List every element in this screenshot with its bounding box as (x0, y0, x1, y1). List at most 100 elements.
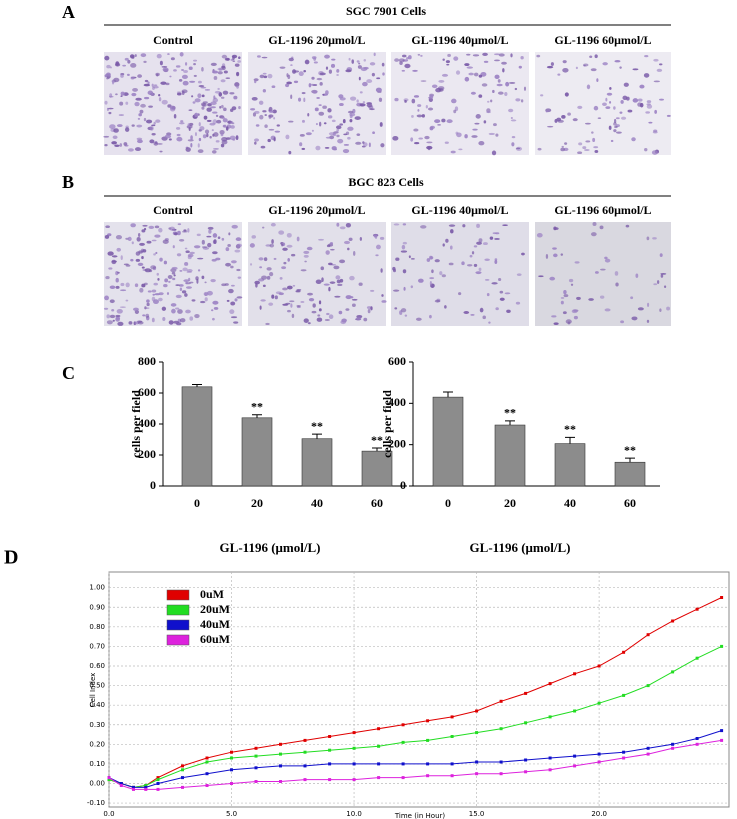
stained-cell (351, 303, 356, 308)
stained-cell (473, 263, 478, 267)
y-axis-label: cells per field (380, 390, 394, 458)
stained-cell (177, 309, 183, 314)
stained-cell (148, 105, 153, 108)
stained-cell (568, 278, 574, 283)
stained-cell (183, 229, 187, 232)
x-tick-label: 0 (194, 496, 200, 510)
stained-cell (631, 137, 636, 142)
stained-cell (545, 254, 549, 259)
stained-cell (468, 72, 474, 76)
stained-cell (267, 138, 271, 143)
stained-cell (218, 68, 223, 71)
stained-cell (186, 271, 193, 273)
stained-cell (263, 75, 268, 79)
stained-cell (157, 277, 160, 281)
stained-cell (143, 117, 147, 122)
x-tick-label: 20 (504, 496, 516, 510)
stained-cell (318, 308, 322, 312)
stained-cell (471, 251, 475, 255)
stained-cell (176, 133, 181, 137)
stained-cell (104, 55, 110, 61)
stained-cell (279, 66, 286, 69)
legend-swatch (166, 634, 190, 646)
panel-label: B (62, 172, 74, 192)
stained-cell (583, 63, 589, 67)
stained-cell (317, 314, 321, 317)
stained-cell (356, 60, 360, 63)
stained-cell (263, 257, 268, 262)
stained-cell (123, 142, 128, 146)
stained-cell (449, 245, 453, 250)
stained-cell (338, 310, 343, 315)
stained-cell (198, 122, 201, 127)
stained-cell (213, 239, 217, 244)
stained-cell (520, 56, 524, 60)
stained-cell (282, 247, 288, 251)
stained-cell (162, 316, 166, 321)
stained-cell (182, 80, 189, 86)
x-tick-label: 40 (564, 496, 576, 510)
stained-cell (217, 236, 221, 239)
stained-cell (104, 144, 108, 147)
stained-cell (356, 99, 359, 103)
stained-cell (222, 118, 228, 123)
stained-cell (194, 132, 197, 137)
stained-cell (417, 109, 420, 112)
stained-cell (594, 54, 598, 59)
stained-cell (652, 237, 657, 240)
stained-cell (271, 85, 276, 89)
stained-cell (504, 292, 511, 295)
stained-cell (327, 115, 333, 119)
stained-cell (342, 118, 346, 124)
stained-cell (442, 243, 445, 247)
stained-cell (127, 59, 131, 64)
stained-cell (438, 80, 445, 83)
stained-cell (372, 131, 375, 135)
stained-cell (351, 59, 355, 64)
stained-cell (647, 302, 650, 307)
panel-title: SGC 7901 Cells (346, 4, 426, 18)
stained-cell (482, 242, 488, 246)
stained-cell (254, 138, 260, 142)
stained-cell (212, 233, 218, 238)
stained-cell (574, 261, 580, 264)
legend-label: 20uM (200, 602, 230, 616)
stained-cell (345, 295, 352, 300)
stained-cell (493, 53, 501, 56)
stained-cell (116, 308, 123, 314)
stained-cell (355, 317, 362, 321)
stained-cell (171, 271, 176, 275)
stained-cell (410, 137, 414, 142)
stained-cell (266, 267, 272, 271)
stained-cell (486, 292, 490, 297)
stained-cell (431, 84, 438, 89)
stained-cell (149, 126, 154, 131)
stained-cell (180, 120, 184, 123)
stained-cell (281, 243, 284, 247)
y-tick-label: 600 (138, 385, 156, 399)
legend-swatch (166, 619, 190, 631)
stained-cell (328, 132, 336, 136)
stained-cell (146, 240, 152, 244)
stained-cell (484, 278, 490, 281)
stained-cell (210, 62, 217, 66)
stained-cell (259, 266, 263, 269)
stained-cell (318, 121, 322, 127)
stained-cell (224, 57, 230, 61)
stained-cell (177, 230, 181, 236)
stained-cell (315, 145, 321, 151)
stained-cell (165, 82, 170, 86)
stained-cell (453, 109, 457, 114)
x-tick-label: 15.0 (469, 810, 485, 818)
stained-cell (336, 128, 340, 132)
stained-cell (499, 297, 505, 301)
stained-cell (329, 281, 336, 284)
stained-cell (557, 119, 564, 123)
stained-cell (494, 237, 500, 240)
stained-cell (131, 241, 134, 245)
stained-cell (163, 284, 168, 288)
stained-cell (434, 259, 440, 263)
stained-cell (394, 97, 399, 102)
stained-cell (400, 250, 408, 253)
stained-cell (362, 141, 365, 144)
